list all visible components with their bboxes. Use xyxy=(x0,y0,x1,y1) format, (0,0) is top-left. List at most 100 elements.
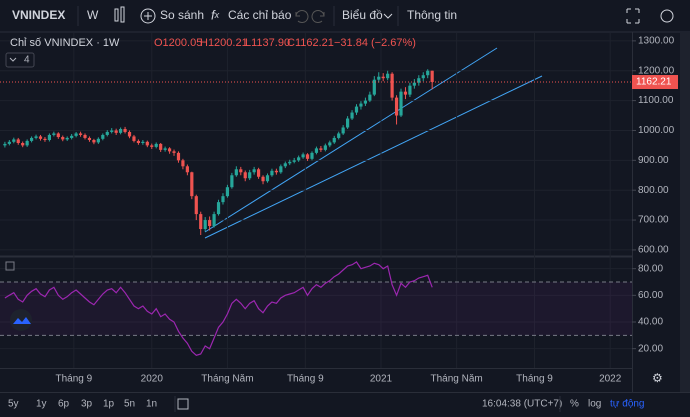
candle-body xyxy=(132,136,136,141)
share[interactable] xyxy=(660,9,674,23)
candle-body xyxy=(136,140,141,144)
candle-body xyxy=(283,163,287,167)
candle-body xyxy=(381,76,385,79)
candle-body xyxy=(346,118,350,128)
trend-line[interactable] xyxy=(204,47,498,233)
x-tick-label: Tháng 9 xyxy=(287,374,324,385)
log[interactable]: log xyxy=(588,399,601,410)
fullscreen[interactable] xyxy=(626,8,640,24)
chart-style-icon[interactable] xyxy=(114,8,119,22)
percent[interactable]: % xyxy=(570,399,579,410)
logo xyxy=(10,309,32,331)
indicators-icon[interactable]: fx xyxy=(211,7,220,22)
candle-body xyxy=(288,161,292,164)
candle-body xyxy=(101,134,105,139)
candle-body xyxy=(225,187,230,197)
candle-body xyxy=(421,75,425,79)
candle-body xyxy=(323,145,327,150)
candle-body xyxy=(119,128,123,133)
candle-body xyxy=(408,85,412,95)
candle-body xyxy=(248,172,252,179)
redo[interactable] xyxy=(311,10,325,23)
candle-body xyxy=(412,82,416,86)
candle-body xyxy=(359,103,363,107)
y-tick-label: 60.00 xyxy=(638,290,663,301)
candle-body xyxy=(319,148,323,150)
candle-body xyxy=(87,137,92,141)
x-tick-label: 2021 xyxy=(370,374,393,385)
candle-body xyxy=(12,139,16,142)
candle-body xyxy=(265,175,270,182)
compare[interactable]: So sánh xyxy=(160,8,204,22)
chart-type[interactable]: Biểu đồ xyxy=(342,8,383,22)
legend-change: −31.84 (−2.67%) xyxy=(334,37,416,49)
pane-maximize[interactable] xyxy=(5,261,15,271)
goto-date[interactable] xyxy=(177,398,189,410)
candle-body xyxy=(181,160,185,167)
range-button[interactable]: 3p xyxy=(81,399,93,410)
legend-open: O1200.05 xyxy=(154,37,202,49)
info[interactable]: Thông tin xyxy=(407,8,457,22)
candle-body xyxy=(328,142,332,146)
candle-body xyxy=(341,127,345,134)
rsi-line xyxy=(4,261,433,356)
interval[interactable]: W xyxy=(87,8,99,22)
candle-body xyxy=(417,78,421,83)
candle-body xyxy=(61,137,65,140)
candle-body xyxy=(239,169,243,173)
legend-low: L1137.90 xyxy=(245,37,290,49)
range-button[interactable]: 1p xyxy=(103,399,115,410)
candle-body xyxy=(394,97,399,116)
rsi-band xyxy=(0,282,632,336)
candle-body xyxy=(52,133,56,135)
dropdown xyxy=(383,13,393,19)
y-tick-label: 1100.00 xyxy=(638,95,674,106)
y-tick-label: 1200.00 xyxy=(638,65,675,76)
range-button[interactable]: 5n xyxy=(124,399,135,410)
candle-body xyxy=(105,131,109,135)
candle-body xyxy=(47,134,52,141)
trend-line[interactable] xyxy=(204,75,543,239)
range-button[interactable]: 6p xyxy=(58,399,70,410)
x-tick-label: 2020 xyxy=(141,374,164,385)
candle-body xyxy=(34,136,38,138)
candle-body xyxy=(310,152,314,159)
candle-body xyxy=(199,214,203,230)
candle-body xyxy=(234,169,238,176)
candle-body xyxy=(176,152,181,161)
range-button[interactable]: 1n xyxy=(146,399,157,410)
indicators[interactable]: Các chỉ báo xyxy=(228,8,292,22)
candle-body xyxy=(354,106,359,113)
candle-body xyxy=(141,141,145,144)
symbol[interactable]: VNINDEX xyxy=(12,8,65,22)
y-tick-label: 40.00 xyxy=(638,317,663,328)
candle-body xyxy=(150,145,154,147)
range-button[interactable]: 5y xyxy=(8,399,19,410)
candle-body xyxy=(305,154,310,159)
candle-body xyxy=(426,70,430,76)
candle-body xyxy=(221,196,225,203)
y-tick-label: 900.00 xyxy=(638,155,669,166)
candle-body xyxy=(372,79,376,95)
compare-icon[interactable] xyxy=(140,8,156,24)
candle-body xyxy=(159,143,163,150)
range-button[interactable]: 1y xyxy=(36,399,47,410)
candle-body xyxy=(38,136,43,139)
candle-body xyxy=(403,91,408,95)
time-axis-settings[interactable]: ⚙ xyxy=(652,371,663,385)
candle-body xyxy=(203,220,207,230)
candle-body xyxy=(16,139,20,144)
undo[interactable] xyxy=(295,10,309,23)
y-tick-label: 1000.00 xyxy=(638,125,675,136)
candle-body xyxy=(92,140,96,143)
candle-body xyxy=(163,148,167,150)
x-tick-label: 2022 xyxy=(599,374,622,385)
y-tick-label: 80.00 xyxy=(638,263,663,274)
candle-body xyxy=(256,169,261,177)
candle-body xyxy=(350,112,354,119)
y-tick-label: 700.00 xyxy=(638,215,669,226)
x-tick-label: Tháng 9 xyxy=(56,374,93,385)
auto[interactable]: tự động xyxy=(610,399,645,410)
candle-body xyxy=(270,170,274,176)
studies-toggle[interactable] xyxy=(5,52,35,68)
